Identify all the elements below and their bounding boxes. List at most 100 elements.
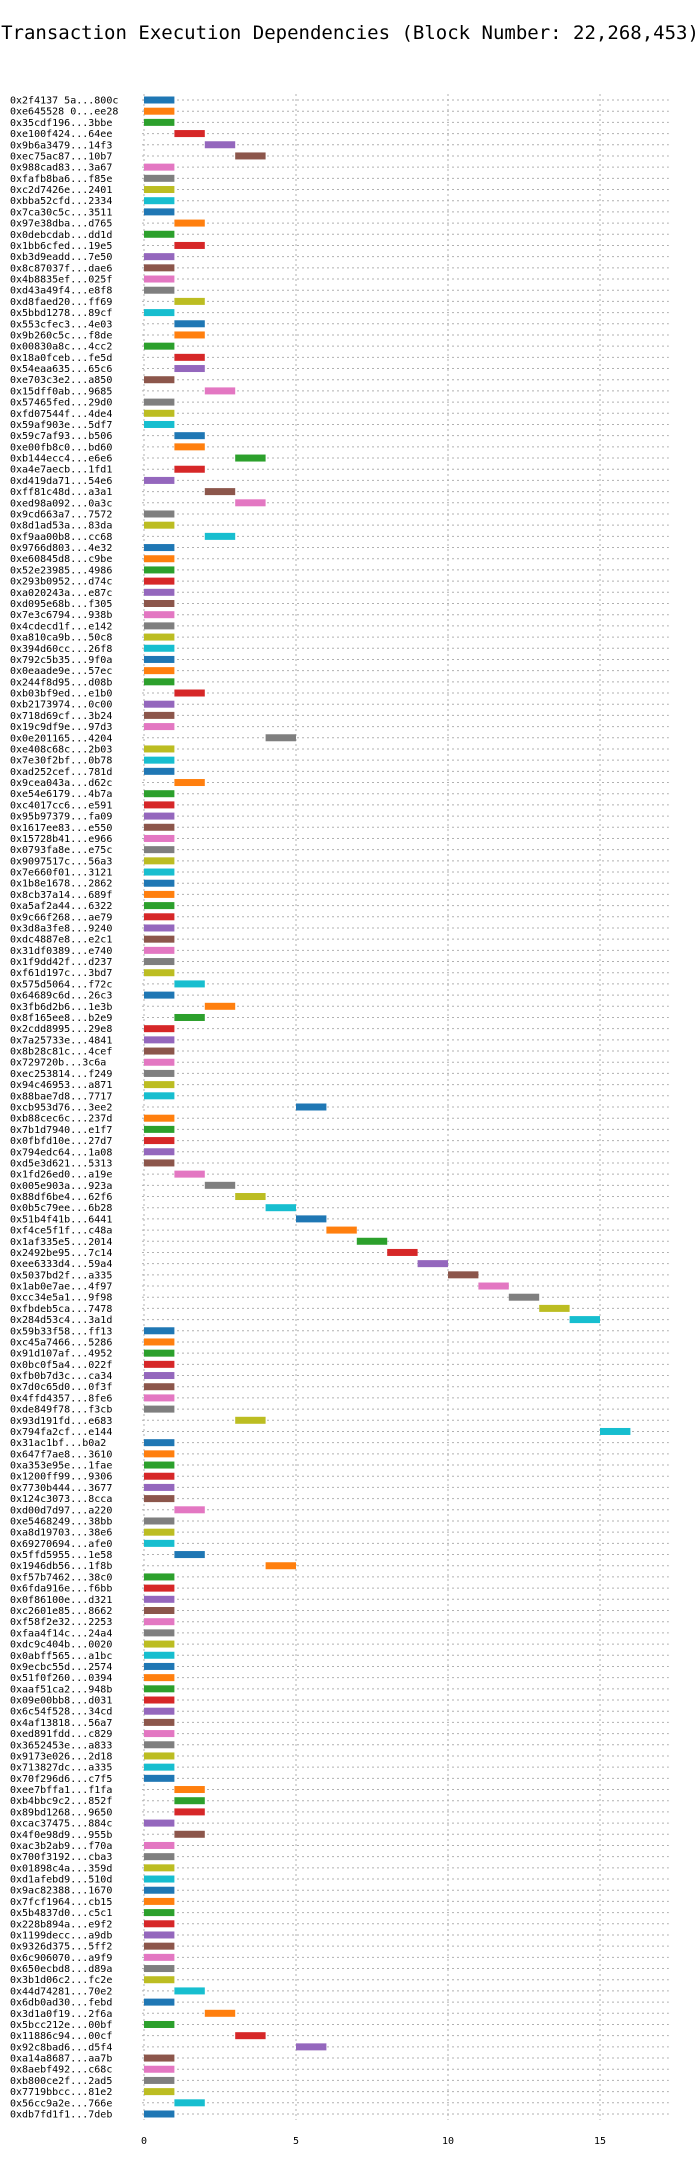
- tx-hash-label: 0x9cd663a7...7572: [10, 509, 112, 520]
- dependency-bar: [144, 633, 175, 641]
- tx-hash-label: 0x3b1d06c2...fc2e: [10, 1975, 112, 1986]
- tx-hash-label: 0xb88cec6c...237d: [10, 1114, 112, 1125]
- tx-hash-label: 0x9ac82388...1670: [10, 1886, 112, 1897]
- tx-hash-label: 0x8cb37a14...689f: [10, 890, 112, 901]
- tx-hash-label: 0xfaa4f14c...24a4: [10, 1628, 112, 1639]
- tx-hash-label: 0x5b4837d0...c5c1: [10, 1908, 112, 1919]
- dependency-bar: [144, 890, 175, 898]
- dependency-bar: [144, 1651, 175, 1659]
- dependency-bar: [174, 1551, 205, 1559]
- dependency-bar: [144, 600, 175, 607]
- dependency-bar: [448, 1271, 479, 1279]
- tx-hash-label: 0xdb7fd1f1...7deb: [10, 2110, 112, 2121]
- tx-hash-label: 0x15728b41...e966: [10, 834, 112, 845]
- tx-hash-label: 0x0abff565...a1bc: [10, 1651, 112, 1662]
- dependency-bar: [144, 1069, 175, 1077]
- tx-hash-label: 0xee7bffa1...f1fa: [10, 1785, 112, 1796]
- dependency-bar: [144, 1495, 175, 1503]
- dependency-bar: [144, 253, 175, 261]
- dependency-bar: [144, 1517, 175, 1525]
- dependency-bar: [144, 857, 175, 865]
- dependency-bar: [144, 1674, 175, 1682]
- tx-hash-label: 0xf57b7462...38c0: [10, 1572, 112, 1583]
- tx-hash-label: 0x7e660f01...3121: [10, 868, 112, 879]
- dependency-bar: [144, 1607, 175, 1614]
- dependency-bar: [387, 1248, 418, 1256]
- tx-hash-label: 0x11886c94...00cf: [10, 2031, 112, 2042]
- dependency-bar: [144, 1405, 175, 1413]
- dependency-bar: [144, 1595, 175, 1603]
- tx-hash-label: 0x284d53c4...3a1d: [10, 1315, 112, 1326]
- dependency-bar: [144, 588, 175, 596]
- tx-hash-label: 0xa5af2a44...6322: [10, 901, 112, 912]
- x-tick-label: 5: [293, 2136, 299, 2147]
- tx-hash-label: 0xd00d7d97...a220: [10, 1505, 112, 1516]
- dependency-bar: [144, 756, 175, 764]
- dependency-bar: [144, 1618, 175, 1626]
- tx-hash-label: 0x9173e026...2d18: [10, 1751, 112, 1762]
- tx-hash-label: 0x9cea043a...d62c: [10, 778, 112, 789]
- tx-hash-label: 0x1946db56...1f8b: [10, 1561, 112, 1572]
- dependency-bar: [174, 432, 205, 440]
- dependency-bar: [144, 946, 175, 954]
- tx-hash-label: 0x4af13818...56a7: [10, 1718, 112, 1729]
- tx-hash-label: 0x8c87037f...dae6: [10, 263, 112, 274]
- tx-hash-label: 0xa810ca9b...50c8: [10, 633, 112, 644]
- tx-hash-label: 0x1ab0e7ae...4f97: [10, 1282, 112, 1293]
- dependency-bar: [144, 1081, 175, 1089]
- tx-hash-label: 0x7e30f2bf...0b78: [10, 756, 112, 767]
- tx-hash-label: 0x5bcc212e...00bf: [10, 2020, 112, 2031]
- tx-hash-label: 0x005e903a...923a: [10, 1181, 112, 1192]
- dependency-bar: [144, 812, 175, 820]
- dependency-bar: [174, 1506, 205, 1514]
- dependency-bar: [204, 532, 236, 540]
- tx-hash-label: 0x647f7ae8...3610: [10, 1449, 112, 1460]
- tx-hash-label: 0x988cad83...3a67: [10, 163, 112, 174]
- dependency-bar: [144, 991, 175, 999]
- dependency-bar: [174, 331, 205, 339]
- dependency-bar: [569, 1316, 600, 1324]
- tx-hash-label: 0x3652453e...a833: [10, 1740, 112, 1751]
- tx-hash-label: 0xc2601e85...8662: [10, 1606, 112, 1617]
- tx-hash-label: 0xa353e95e...1fae: [10, 1461, 112, 1472]
- tx-hash-label: 0xad252cef...781d: [10, 767, 112, 778]
- dependency-bar: [144, 1819, 175, 1827]
- dependency-bar: [144, 1036, 175, 1044]
- dependency-bar: [144, 2076, 175, 2084]
- dependency-bar: [204, 2009, 236, 2017]
- tx-hash-label: 0xc45a7466...5286: [10, 1337, 112, 1348]
- dependency-bar: [144, 1148, 175, 1156]
- tx-hash-label: 0xac3b2ab9...f70a: [10, 1841, 112, 1852]
- tx-hash-label: 0x3fb6d2b6...1e3b: [10, 1002, 112, 1013]
- tx-hash-label: 0xf58f2e32...2253: [10, 1617, 112, 1628]
- tx-hash-label: 0x713827dc...a335: [10, 1763, 112, 1774]
- dependency-bar: [144, 2088, 175, 2096]
- tx-hash-label: 0xfafb8ba6...f85e: [10, 174, 112, 185]
- tx-hash-label: 0xec253814...f249: [10, 1069, 112, 1080]
- dependency-bar: [144, 2110, 175, 2118]
- dependency-bar: [174, 130, 205, 138]
- tx-hash-label: 0xdc4887e8...e2c1: [10, 935, 112, 946]
- tx-hash-label: 0xb2173974...0c00: [10, 700, 112, 711]
- chart-title: Transaction Execution Dependencies (Bloc…: [1, 22, 699, 44]
- tx-hash-label: 0x6fda916e...f6bb: [10, 1584, 112, 1595]
- dependency-bar: [144, 544, 175, 552]
- dependency-bar: [144, 1125, 175, 1133]
- dependency-bar: [296, 1103, 327, 1111]
- tx-hash-label: 0x19c9df9e...97d3: [10, 722, 112, 733]
- dependency-bar: [600, 1427, 631, 1435]
- tx-hash-label: 0xfd07544f...4de4: [10, 409, 112, 420]
- tx-hash-label: 0x88bae7d8...7717: [10, 1091, 112, 1102]
- tx-hash-label: 0x31ac1bf...b0a2: [10, 1438, 106, 1449]
- dependency-bar: [417, 1260, 448, 1268]
- dependency-bar: [144, 555, 175, 563]
- dependency-bar: [144, 1931, 175, 1939]
- dependency-bar: [144, 208, 175, 216]
- dependency-bar: [144, 1953, 175, 1961]
- dependency-bar: [144, 667, 175, 675]
- tx-hash-label: 0x0f86100e...d321: [10, 1595, 112, 1606]
- tx-hash-label: 0x97e38dba...d765: [10, 219, 112, 230]
- tx-hash-label: 0xb03bf9ed...e1b0: [10, 689, 112, 700]
- dependency-bar: [174, 1170, 205, 1178]
- dependency-bar: [144, 1730, 175, 1738]
